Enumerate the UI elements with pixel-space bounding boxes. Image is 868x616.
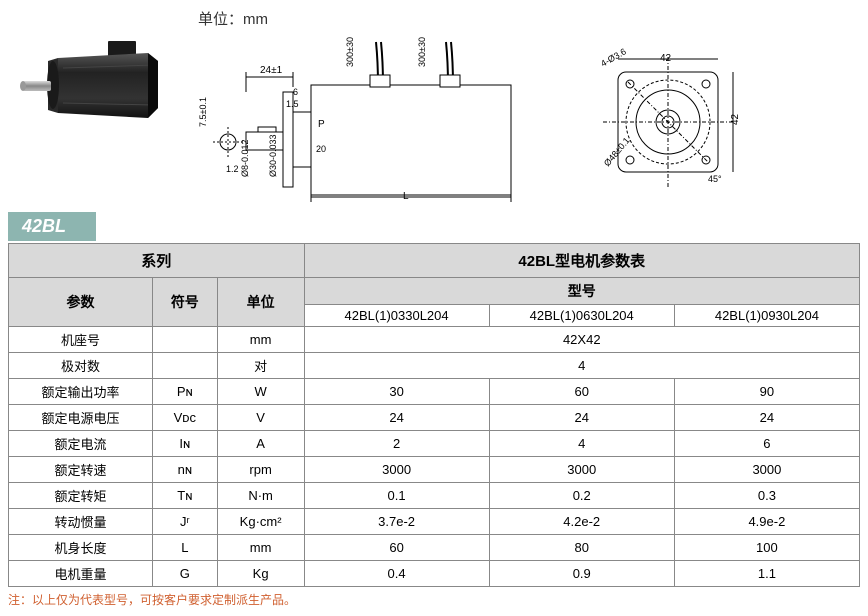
param-cell: 电机重量 <box>9 561 153 587</box>
dim-flange-h: 42 <box>730 113 741 125</box>
value-cell: 3.7e-2 <box>304 509 489 535</box>
value-cell: 4 <box>489 431 674 457</box>
footnote: 注：以上仅为代表型号，可按客户要求定制派生产品。 <box>8 591 860 608</box>
param-cell: 额定转矩 <box>9 483 153 509</box>
unit-cell: rpm <box>217 457 304 483</box>
param-cell: 转动惯量 <box>9 509 153 535</box>
symbol-cell: Tɴ <box>152 483 217 509</box>
value-cell: 3000 <box>674 457 859 483</box>
param-cell: 额定电源电压 <box>9 405 153 431</box>
value-cell: 1.1 <box>674 561 859 587</box>
symbol-header: 符号 <box>152 278 217 327</box>
unit-cell: Kg·cm² <box>217 509 304 535</box>
motor-photo <box>8 8 178 158</box>
dim-flange-d: Ø30-0.033 <box>268 134 278 177</box>
unit-cell: W <box>217 379 304 405</box>
symbol-cell: Pɴ <box>152 379 217 405</box>
value-cell: 60 <box>304 535 489 561</box>
value-cell: 6 <box>674 431 859 457</box>
symbol-cell: G <box>152 561 217 587</box>
symbol-cell: Iɴ <box>152 431 217 457</box>
dim-shaft-len: 24±1 <box>260 65 283 76</box>
model-3: 42BL(1)0930L204 <box>674 305 859 327</box>
value-cell: 24 <box>489 405 674 431</box>
unit-cell: mm <box>217 535 304 561</box>
value-cell: 24 <box>674 405 859 431</box>
value-cell: 80 <box>489 535 674 561</box>
dim-chamfer: 45° <box>708 174 722 184</box>
spec-title-header: 42BL型电机参数表 <box>304 244 859 278</box>
value-cell: 100 <box>674 535 859 561</box>
front-view-drawing: 4-Ø3.6 42 42 Ø48±0.1 45° <box>578 37 758 202</box>
dim-step: 20 <box>316 144 326 154</box>
dim-holes: 4-Ø3.6 <box>599 46 628 68</box>
unit-cell: Kg <box>217 561 304 587</box>
value-cell: 0.2 <box>489 483 674 509</box>
model-2: 42BL(1)0630L204 <box>489 305 674 327</box>
symbol-cell: Vᴅᴄ <box>152 405 217 431</box>
dim-shaft-d: Ø8-0.012 <box>240 139 250 177</box>
unit-cell: mm <box>217 327 304 353</box>
unit-label: 单位：mm <box>198 8 860 29</box>
unit-cell: V <box>217 405 304 431</box>
value-cell: 0.9 <box>489 561 674 587</box>
dim-shaft-h: 7.5±0.1 <box>198 97 208 127</box>
value-cell: 24 <box>304 405 489 431</box>
param-cell: 机座号 <box>9 327 153 353</box>
series-col-header: 系列 <box>9 244 305 278</box>
symbol-cell: Jʳ <box>152 509 217 535</box>
dim-key-pos: 1.5 <box>286 99 299 109</box>
value-cell: 4 <box>304 353 859 379</box>
value-cell: 0.3 <box>674 483 859 509</box>
value-cell: 3000 <box>304 457 489 483</box>
value-cell: 90 <box>674 379 859 405</box>
dim-cable1: 300±30 <box>345 37 355 67</box>
unit-header: 单位 <box>217 278 304 327</box>
param-cell: 极对数 <box>9 353 153 379</box>
model-1: 42BL(1)0330L204 <box>304 305 489 327</box>
param-cell: 额定输出功率 <box>9 379 153 405</box>
param-cell: 机身长度 <box>9 535 153 561</box>
param-cell: 额定转速 <box>9 457 153 483</box>
unit-cell: 对 <box>217 353 304 379</box>
model-header: 型号 <box>304 278 859 305</box>
dim-clear: 1.2 <box>226 164 239 174</box>
dim-p: P <box>318 119 325 130</box>
dim-key-w: 6 <box>293 87 298 97</box>
unit-cell: N·m <box>217 483 304 509</box>
symbol-cell <box>152 353 217 379</box>
value-cell: 4.2e-2 <box>489 509 674 535</box>
value-cell: 4.9e-2 <box>674 509 859 535</box>
param-cell: 额定电流 <box>9 431 153 457</box>
series-badge: 42BL <box>8 212 96 241</box>
dim-cable2: 300±30 <box>417 37 427 67</box>
value-cell: 3000 <box>489 457 674 483</box>
value-cell: 42X42 <box>304 327 859 353</box>
param-header: 参数 <box>9 278 153 327</box>
value-cell: 30 <box>304 379 489 405</box>
value-cell: 60 <box>489 379 674 405</box>
spec-table: 系列 42BL型电机参数表 参数 符号 单位 型号 42BL(1)0330L20… <box>8 243 860 587</box>
symbol-cell <box>152 327 217 353</box>
unit-cell: A <box>217 431 304 457</box>
value-cell: 0.4 <box>304 561 489 587</box>
value-cell: 2 <box>304 431 489 457</box>
side-view-drawing: 24±1 6 1.5 7.5±0.1 Ø8-0.012 Ø30-0.033 1.… <box>198 37 568 202</box>
symbol-cell: nɴ <box>152 457 217 483</box>
symbol-cell: L <box>152 535 217 561</box>
value-cell: 0.1 <box>304 483 489 509</box>
